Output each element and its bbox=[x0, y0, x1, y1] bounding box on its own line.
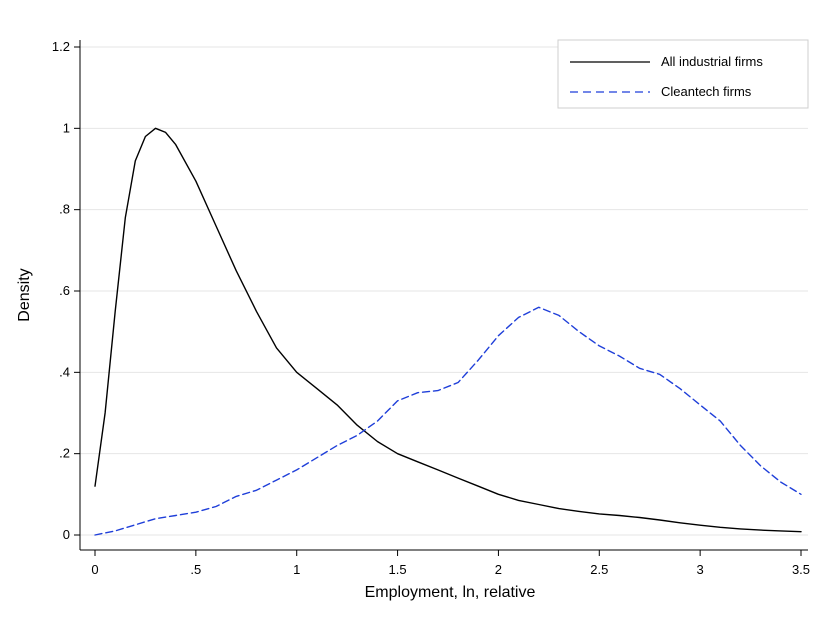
x-tick-label: 2 bbox=[495, 562, 502, 577]
x-tick-label: .5 bbox=[190, 562, 201, 577]
axes bbox=[79, 40, 808, 551]
y-tick-label: .6 bbox=[59, 283, 70, 298]
x-tick-label: 1 bbox=[293, 562, 300, 577]
x-tick-label: 2.5 bbox=[590, 562, 608, 577]
x-tick-label: 3 bbox=[697, 562, 704, 577]
legend: All industrial firms Cleantech firms bbox=[557, 39, 809, 109]
legend-box bbox=[557, 39, 809, 109]
y-tick-label: 0 bbox=[63, 527, 70, 542]
y-tick-label: .8 bbox=[59, 202, 70, 217]
y-tick-label: 1.2 bbox=[52, 39, 70, 54]
legend-label-cleantech-firms: Cleantech firms bbox=[661, 84, 752, 99]
series-line-all-industrial-firms bbox=[94, 127, 802, 533]
series-lines bbox=[94, 127, 802, 536]
x-tick-label: 1.5 bbox=[389, 562, 407, 577]
x-tick-label: 3.5 bbox=[792, 562, 810, 577]
y-axis-title: Density bbox=[16, 268, 33, 321]
y-tick-label: 1 bbox=[63, 120, 70, 135]
y-tick-label: .2 bbox=[59, 446, 70, 461]
x-tick-label: 0 bbox=[91, 562, 98, 577]
axis-ticks: 0 .2 .4 .6 .8 1 1.2 0 .5 1 1.5 2 2.5 3 3.5 bbox=[52, 39, 810, 577]
x-axis-title: Employment, ln, relative bbox=[365, 584, 536, 601]
y-tick-label: .4 bbox=[59, 364, 70, 379]
legend-label-all-industrial-firms: All industrial firms bbox=[661, 54, 763, 69]
series-line-cleantech-firms bbox=[94, 306, 802, 536]
